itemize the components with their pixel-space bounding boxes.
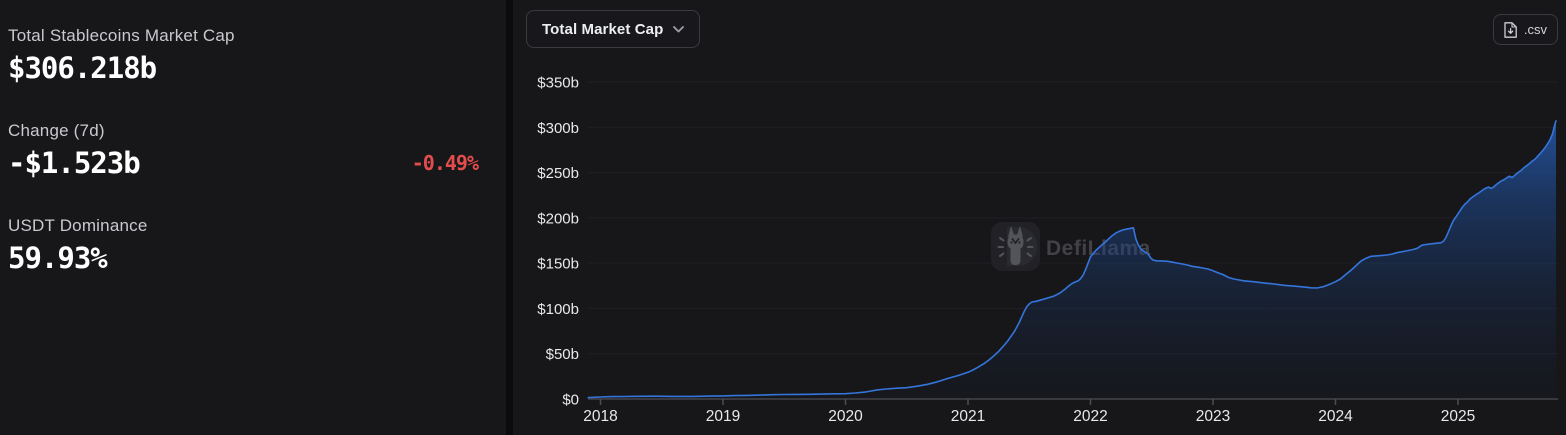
download-csv-button[interactable]: .csv xyxy=(1492,14,1558,45)
area-fill xyxy=(588,120,1556,400)
stat-value: 59.93% xyxy=(8,241,108,275)
y-tick-label: $150b xyxy=(537,256,579,273)
stat-label: Total Stablecoins Market Cap xyxy=(8,26,235,45)
x-tick-label: 2018 xyxy=(583,408,617,425)
stat-total-market-cap: Total Stablecoins Market Cap $306.218b xyxy=(8,26,478,84)
csv-button-label: .csv xyxy=(1523,22,1547,37)
y-tick-label: $0 xyxy=(562,392,579,409)
x-tick-label: 2020 xyxy=(828,408,863,425)
area-series xyxy=(587,120,1557,400)
metric-dropdown-label: Total Market Cap xyxy=(542,20,664,38)
x-tick-label: 2025 xyxy=(1441,408,1475,425)
chevron-down-icon xyxy=(673,25,685,33)
x-tick-label: 2023 xyxy=(1196,408,1230,425)
series-line xyxy=(587,120,1557,399)
stat-value: -$1.523b xyxy=(8,146,141,180)
y-tick-label: $350b xyxy=(537,75,579,92)
grid-lines xyxy=(588,81,1558,355)
y-tick-label: $300b xyxy=(537,120,579,137)
stat-value: $306.218b xyxy=(8,51,157,85)
csv-file-download-icon xyxy=(1504,21,1517,38)
metric-dropdown[interactable]: Total Market Cap xyxy=(526,10,701,48)
defillama-logo-icon xyxy=(991,222,1040,271)
change-percent-badge: -0.49% xyxy=(411,151,479,175)
stat-change-7d: Change (7d) -$1.523b -0.49% xyxy=(8,121,479,180)
panel-divider xyxy=(506,0,513,435)
stat-label: USDT Dominance xyxy=(8,216,148,235)
x-tick-label: 2024 xyxy=(1318,408,1353,425)
chart-panel: Total Market Cap .csv xyxy=(513,0,1566,435)
x-axis: 2018 2019 2020 2021 2022 2023 2024 2025 xyxy=(583,398,1558,425)
stats-sidebar: Total Stablecoins Market Cap $306.218b C… xyxy=(0,0,506,435)
x-tick-label: 2019 xyxy=(706,408,740,425)
y-tick-label: $100b xyxy=(537,301,579,318)
y-axis-labels: $0 $50b $100b $150b $200b $250b $300b $350b xyxy=(537,75,579,409)
x-tick-label: 2021 xyxy=(951,408,985,425)
y-tick-label: $50b xyxy=(546,346,579,363)
stat-usdt-dominance: USDT Dominance 59.93% xyxy=(8,216,478,274)
x-tick-label: 2022 xyxy=(1073,408,1107,425)
stablecoins-area-chart[interactable]: DefiLlama 201820192020202120222023202420… xyxy=(513,60,1566,435)
y-tick-label: $250b xyxy=(537,165,579,182)
stat-label: Change (7d) xyxy=(8,121,105,140)
y-tick-label: $200b xyxy=(537,210,579,227)
